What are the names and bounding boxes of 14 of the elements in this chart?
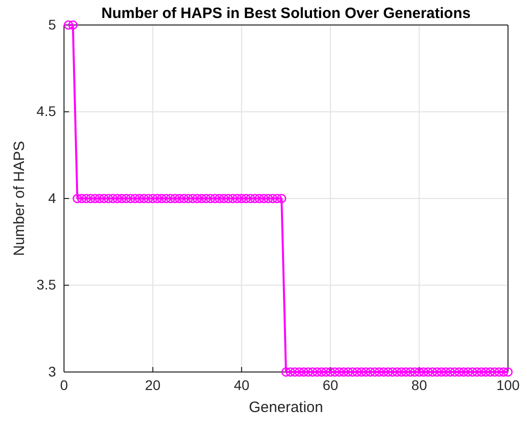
x-tick-label: 80 bbox=[411, 376, 428, 393]
chart-title: Number of HAPS in Best Solution Over Generations bbox=[101, 5, 471, 22]
x-tick-label: 60 bbox=[322, 376, 338, 393]
x-tick-label: 0 bbox=[60, 376, 68, 393]
x-axis-title: Generation bbox=[248, 399, 324, 416]
y-axis-title: Number of HAPS bbox=[11, 140, 28, 256]
x-tick-label: 100 bbox=[496, 376, 520, 393]
y-tick-label: 3.5 bbox=[36, 276, 56, 293]
x-tick-label: 40 bbox=[234, 376, 250, 393]
y-tick-label: 4.5 bbox=[36, 103, 56, 120]
y-tick-label: 3 bbox=[48, 363, 56, 380]
y-tick-label: 5 bbox=[48, 16, 56, 32]
y-tick-label: 4 bbox=[48, 190, 56, 206]
x-tick-label: 20 bbox=[145, 376, 161, 393]
